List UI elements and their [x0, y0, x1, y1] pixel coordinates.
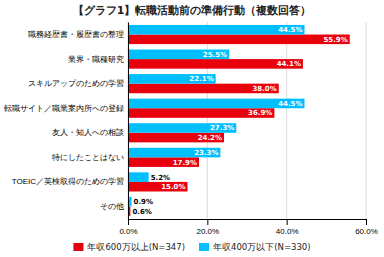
legend-swatch — [199, 243, 209, 251]
legend: 年収600万以上(N=347) 年収400万以下(N=330) — [73, 242, 310, 252]
y-tick-label: 転職サイト／職業案内所への登録 — [4, 104, 124, 113]
legend-label: 年収600万以上(N=347) — [87, 242, 185, 252]
bar — [128, 133, 224, 143]
y-tick-label: 友人・知人への相談 — [52, 128, 124, 137]
y-axis-line — [128, 23, 129, 220]
bar — [128, 84, 279, 94]
grid-line — [286, 22, 287, 219]
x-tick-mark — [207, 219, 208, 225]
y-tick: 転職サイト／職業案内所への登録 — [4, 104, 124, 113]
y-tick: 特にしたことはない — [52, 153, 124, 162]
data-label: 44.5% — [278, 26, 302, 34]
y-axis: 職務経歴書・履歴書の整理業界・職種研究スキルアップのための学習転職サイト／職業案… — [4, 23, 129, 220]
data-label: 0.9% — [134, 198, 153, 206]
data-label: 27.3% — [210, 124, 234, 132]
y-tick: その他 — [100, 202, 124, 211]
legend-label: 年収400万以下(N=330) — [213, 242, 311, 252]
plot: 55.9% 44.1% 38.0% 36.9% 24.2% 17.9% 15.0% 0.6% 4… — [4, 22, 378, 236]
bar — [128, 123, 236, 133]
y-tick-label: その他 — [100, 202, 124, 211]
data-label: 44.1% — [277, 60, 301, 68]
y-tick-label: スキルアップのための学習 — [28, 79, 124, 88]
bar — [128, 157, 199, 167]
grid-line — [366, 22, 367, 219]
bar — [128, 99, 305, 109]
y-tick: TOEIC／英検取得のための学習 — [12, 177, 124, 186]
data-label: 36.9% — [248, 109, 272, 117]
x-tick-mark — [128, 219, 129, 225]
legend-item: 年収400万以下(N=330) — [199, 242, 311, 252]
y-tick-label: 特にしたことはない — [52, 153, 124, 162]
bar — [128, 172, 149, 182]
y-tick-label: TOEIC／英検取得のための学習 — [12, 177, 124, 186]
bar — [128, 59, 303, 69]
bar — [128, 50, 229, 60]
x-tick-label: 0.0% — [119, 227, 137, 236]
x-tick: 20.0% — [196, 219, 219, 236]
bar — [128, 148, 220, 158]
data-label: 44.5% — [278, 100, 302, 108]
data-label: 5.2% — [151, 174, 170, 182]
data-label: 55.9% — [323, 36, 347, 44]
bar — [128, 35, 350, 45]
data-label: 0.6% — [132, 208, 151, 216]
y-tick: スキルアップのための学習 — [28, 79, 124, 88]
data-label: 15.0% — [161, 183, 185, 191]
x-tick: 40.0% — [276, 219, 299, 236]
data-label: 17.9% — [173, 159, 197, 167]
data-label: 22.1% — [189, 75, 213, 83]
x-tick-mark — [366, 219, 367, 225]
y-tick-label: 職務経歴書・履歴書の整理 — [28, 30, 124, 39]
chart: 【グラフ1】転職活動前の準備行動（複数回答） 55.9% 44.1% 38.0% 36.… — [0, 0, 384, 257]
data-labels: 55.9% 44.1% 38.0% 36.9% 24.2% 17.9% 15.0% 0.6% 4… — [132, 26, 347, 216]
y-tick: 職務経歴書・履歴書の整理 — [28, 30, 124, 39]
data-label: 24.2% — [198, 134, 222, 142]
bar — [128, 25, 305, 35]
y-tick: 業界・職種研究 — [68, 55, 124, 64]
x-tick-label: 20.0% — [196, 227, 219, 236]
legend-item: 年収600万以上(N=347) — [73, 242, 185, 252]
x-tick: 60.0% — [355, 219, 378, 236]
data-label: 23.3% — [194, 149, 218, 157]
title: 【グラフ1】転職活動前の準備行動（複数回答） — [73, 4, 312, 17]
x-tick: 0.0% — [119, 219, 137, 236]
y-tick: 友人・知人への相談 — [52, 128, 124, 137]
grid-line — [128, 22, 129, 219]
legend-swatch — [73, 243, 83, 251]
y-tick-label: 業界・職種研究 — [68, 55, 124, 64]
data-label: 25.5% — [203, 51, 227, 59]
data-label: 38.0% — [252, 85, 276, 93]
bar — [128, 182, 188, 192]
grid — [128, 22, 366, 219]
bar — [128, 74, 216, 84]
x-tick-label: 40.0% — [276, 227, 299, 236]
x-axis: 0.0% 20.0% 40.0% 60.0% — [119, 219, 377, 236]
bars — [128, 25, 350, 216]
bar — [128, 108, 274, 118]
x-axis-line — [129, 219, 367, 220]
x-tick-mark — [287, 219, 288, 225]
x-tick-label: 60.0% — [355, 227, 378, 236]
